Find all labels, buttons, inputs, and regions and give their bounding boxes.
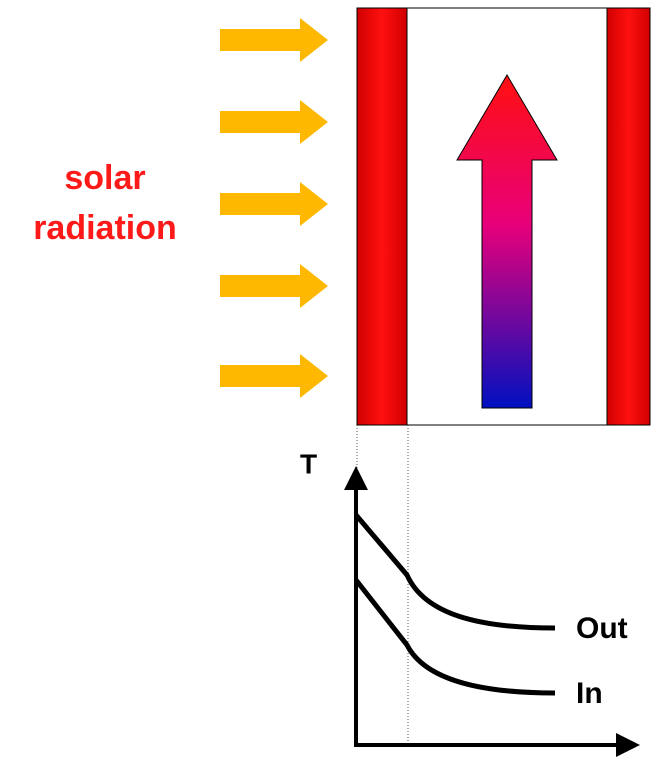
guides [356,425,409,745]
curves [354,513,556,696]
sun-arrows [220,18,328,398]
channel [356,7,651,426]
label: solar [64,159,145,197]
curve-label: Out [576,612,628,645]
axes [344,466,640,757]
curve-label: In [576,677,603,710]
axis-label: T [300,448,317,479]
label: radiation [33,209,177,247]
